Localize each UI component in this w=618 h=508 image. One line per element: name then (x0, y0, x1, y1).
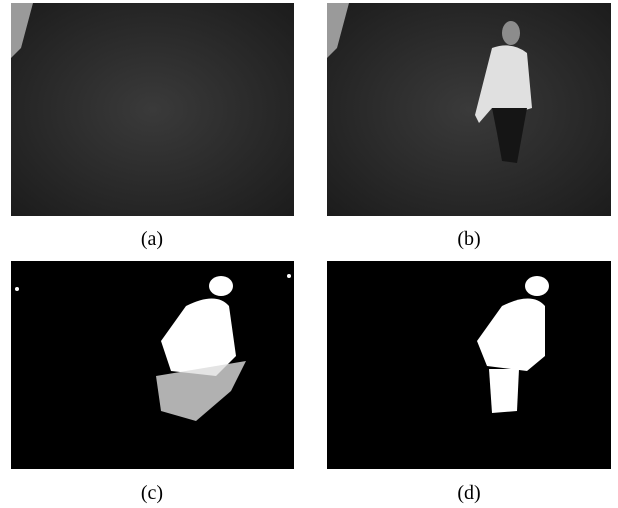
foreground-mask-filtered (327, 261, 611, 469)
caption: (b) (409, 228, 529, 251)
caption: (d) (409, 482, 529, 505)
foreground-mask-raw (11, 261, 294, 469)
caption: (c) (92, 482, 212, 505)
caption: (a) (92, 228, 212, 251)
empty-room-image (11, 3, 294, 216)
person-image (327, 3, 611, 216)
figure: (a) (b) (c) (d) (0, 0, 618, 508)
